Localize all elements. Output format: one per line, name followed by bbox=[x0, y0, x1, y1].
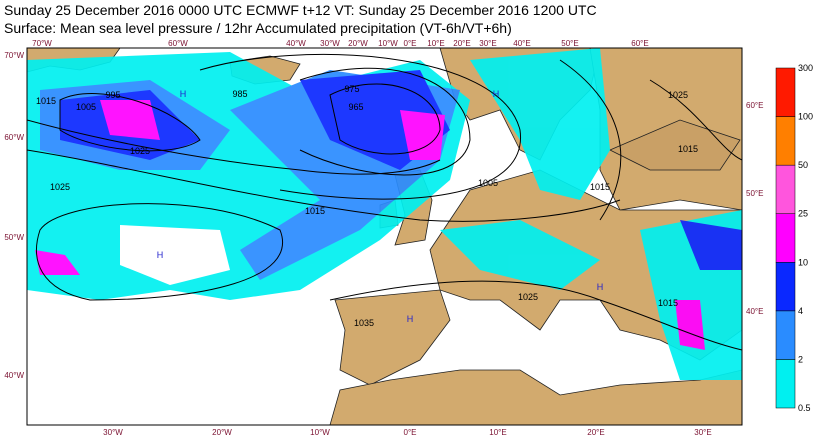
isobar-label: 1005 bbox=[478, 178, 498, 188]
longitude-label: 30°E bbox=[479, 39, 496, 48]
high-centre: H bbox=[407, 314, 414, 324]
map-frame bbox=[26, 47, 743, 426]
africa bbox=[329, 369, 742, 425]
isobar bbox=[36, 203, 283, 301]
isobar-label: 1025 bbox=[668, 90, 688, 100]
header-line: Surface: Mean sea level pressure / 12hr … bbox=[4, 20, 512, 36]
colorbar-segment bbox=[775, 262, 796, 312]
isobar bbox=[329, 280, 742, 351]
longitude-label: 20°E bbox=[453, 39, 470, 48]
longitude-label: 60°E bbox=[631, 39, 648, 48]
precip-area bbox=[470, 48, 610, 200]
colorbar-label: 50 bbox=[798, 160, 808, 170]
longitude-label: 20°W bbox=[348, 39, 368, 48]
colorbar-segment bbox=[775, 213, 796, 263]
isobar-label: 1025 bbox=[518, 292, 538, 302]
isobar-label: 965 bbox=[348, 102, 363, 112]
colorbar-segment bbox=[775, 310, 796, 360]
high-centre: H bbox=[157, 250, 164, 260]
isobar bbox=[59, 93, 201, 152]
colorbar-label: 300 bbox=[798, 63, 813, 73]
longitude-label: 20°W bbox=[212, 428, 232, 437]
latitude-label: 40°W bbox=[4, 371, 24, 380]
header-line: Sunday 25 December 2016 0000 UTC ECMWF t… bbox=[4, 2, 597, 18]
isobar bbox=[27, 149, 621, 222]
latitude-label: 70°W bbox=[4, 51, 24, 60]
latitude-label: 60°W bbox=[4, 133, 24, 142]
colorbar-label: 4 bbox=[798, 306, 803, 316]
lake-region bbox=[609, 119, 741, 171]
latitude-label: 50°E bbox=[746, 189, 763, 198]
longitude-label: 20°E bbox=[587, 428, 604, 437]
isobar-label: 985 bbox=[232, 89, 247, 99]
longitude-label: 60°W bbox=[168, 39, 188, 48]
precip-core bbox=[675, 300, 705, 350]
colorbar-segment bbox=[775, 67, 796, 117]
isobar-label: 1015 bbox=[36, 96, 56, 106]
isobar-label: 1015 bbox=[658, 298, 678, 308]
high-centre: H bbox=[493, 89, 500, 99]
precip-core bbox=[100, 100, 160, 140]
isobar-label: 1005 bbox=[76, 102, 96, 112]
isobar-label: 1015 bbox=[590, 182, 610, 192]
isobars bbox=[27, 53, 742, 351]
longitude-label: 50°E bbox=[561, 39, 578, 48]
pressure-centres: H H H H H bbox=[157, 89, 604, 324]
latitude-label: 50°W bbox=[4, 233, 24, 242]
isobar-label: 1015 bbox=[305, 206, 325, 216]
longitude-label: 70°W bbox=[32, 39, 52, 48]
precip-area bbox=[440, 220, 600, 290]
isobar bbox=[329, 83, 441, 155]
high-centre: H bbox=[180, 89, 187, 99]
colorbar-segment bbox=[775, 164, 796, 214]
map-area: 1015 1005 995 985 975 965 1025 1015 1005 1025 1035… bbox=[27, 48, 742, 425]
colorbar-segment bbox=[775, 116, 796, 166]
isobar bbox=[199, 53, 521, 200]
colorbar-label: 0.5 bbox=[798, 403, 811, 413]
longitude-label: 30°E bbox=[694, 428, 711, 437]
longitude-label: 10°W bbox=[378, 39, 398, 48]
colorbar: 0.5 2 4 10 25 50 100 300 bbox=[775, 63, 813, 413]
dry-area bbox=[120, 225, 230, 285]
precip-area bbox=[680, 220, 742, 270]
isobar-label: 1035 bbox=[354, 318, 374, 328]
longitude-label: 30°W bbox=[320, 39, 340, 48]
longitude-label: 40°E bbox=[513, 39, 530, 48]
isobar bbox=[559, 59, 622, 221]
longitude-label: 0°E bbox=[404, 39, 417, 48]
isobar-label: 1015 bbox=[678, 144, 698, 154]
longitude-label: 10°W bbox=[310, 428, 330, 437]
latitude-label: 40°E bbox=[746, 307, 763, 316]
graticule-labels: 70°W 60°W 40°W 30°W 20°W 10°W 0°E 10°E 20°E 30°E 4… bbox=[4, 39, 763, 437]
precip-core bbox=[35, 250, 80, 275]
isobar bbox=[27, 119, 441, 175]
longitude-label: 40°W bbox=[286, 39, 306, 48]
precip-core bbox=[400, 110, 445, 160]
colorbar-segment bbox=[775, 359, 796, 409]
high-centre: H bbox=[597, 282, 604, 292]
longitude-label: 10°E bbox=[489, 428, 506, 437]
colorbar-label: 10 bbox=[798, 257, 808, 267]
isobar-label: 1025 bbox=[50, 182, 70, 192]
longitude-label: 30°W bbox=[103, 428, 123, 437]
colorbar-label: 25 bbox=[798, 209, 808, 219]
colorbar-label: 100 bbox=[798, 112, 813, 122]
isobar bbox=[649, 79, 742, 161]
isobar-label: 1025 bbox=[130, 146, 150, 156]
isobar-label: 975 bbox=[344, 84, 359, 94]
iberia bbox=[334, 289, 451, 386]
longitude-label: 0°E bbox=[404, 428, 417, 437]
longitude-label: 10°E bbox=[427, 39, 444, 48]
isobar bbox=[299, 67, 471, 176]
latitude-label: 60°E bbox=[746, 101, 763, 110]
colorbar-label: 2 bbox=[798, 354, 803, 364]
isobar-labels: 1015 1005 995 985 975 965 1025 1015 1005 1025 1035… bbox=[36, 84, 698, 328]
isobar-label: 995 bbox=[105, 90, 120, 100]
